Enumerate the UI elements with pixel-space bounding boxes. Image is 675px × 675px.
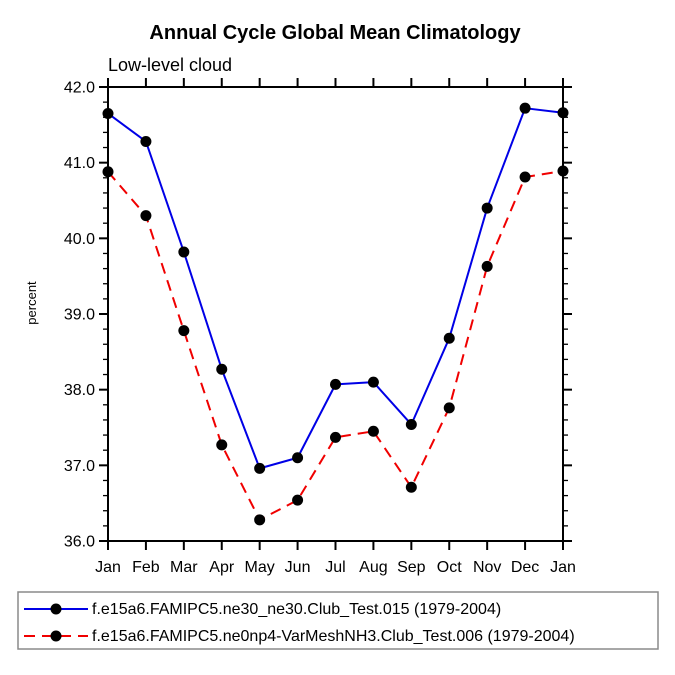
chart-subtitle: Low-level cloud bbox=[108, 55, 232, 75]
legend: f.e15a6.FAMIPC5.ne30_ne30.Club_Test.015 … bbox=[17, 591, 659, 650]
data-point-marker bbox=[557, 165, 569, 177]
x-tick-label: Aug bbox=[359, 559, 387, 576]
y-tick-label: 39.0 bbox=[64, 307, 95, 324]
data-point-marker bbox=[216, 363, 228, 375]
data-point-marker bbox=[102, 107, 114, 119]
data-point-marker bbox=[254, 514, 266, 526]
x-tick-label: Nov bbox=[473, 559, 501, 576]
y-tick-label: 36.0 bbox=[64, 534, 95, 551]
data-point-marker bbox=[405, 481, 417, 493]
chart-title: Annual Cycle Global Mean Climatology bbox=[149, 22, 521, 44]
data-point-marker bbox=[443, 402, 455, 414]
data-point-marker bbox=[292, 452, 304, 464]
data-point-marker bbox=[519, 102, 531, 114]
axis-ticks bbox=[99, 78, 572, 550]
data-point-marker bbox=[443, 332, 455, 344]
x-tick-label: May bbox=[245, 559, 275, 576]
x-tick-label: Jun bbox=[285, 559, 311, 576]
data-point-marker bbox=[405, 418, 417, 430]
data-point-marker bbox=[254, 462, 266, 474]
x-tick-label: Oct bbox=[437, 559, 462, 576]
series-line-1 bbox=[107, 107, 564, 470]
y-tick-label: 40.0 bbox=[64, 231, 95, 248]
x-tick-label: Dec bbox=[511, 559, 539, 576]
data-point-marker bbox=[216, 439, 228, 451]
data-point-marker bbox=[481, 202, 493, 214]
x-tick-label: Apr bbox=[209, 559, 235, 576]
x-tick-label: Sep bbox=[397, 559, 426, 576]
x-tick-label: Jan bbox=[95, 559, 121, 576]
data-series bbox=[102, 102, 569, 526]
x-tick-label: Jan bbox=[550, 559, 576, 576]
data-point-marker bbox=[557, 107, 569, 119]
data-point-marker bbox=[330, 431, 341, 443]
data-point-marker bbox=[330, 378, 341, 390]
data-point-marker bbox=[292, 494, 304, 506]
y-axis-label: percent bbox=[24, 281, 39, 325]
x-tick-label: Feb bbox=[132, 559, 160, 576]
x-tick-label: Mar bbox=[170, 559, 198, 576]
data-point-marker bbox=[519, 171, 531, 183]
plot-frame bbox=[107, 86, 564, 542]
y-tick-label: 38.0 bbox=[64, 382, 95, 399]
x-tick-label: Jul bbox=[325, 559, 345, 576]
data-point-marker bbox=[178, 325, 190, 337]
legend-label-series1: f.e15a6.FAMIPC5.ne30_ne30.Club_Test.015 … bbox=[92, 601, 501, 618]
data-point-marker bbox=[140, 135, 152, 147]
axis-tick-labels: Jan Feb Mar Apr May Jun Jul Aug Sep Oct Nov Dec Jan3… bbox=[64, 80, 576, 577]
legend-box bbox=[17, 591, 659, 650]
data-point-marker bbox=[481, 260, 493, 272]
data-point-marker bbox=[367, 425, 379, 437]
data-point-marker bbox=[367, 376, 379, 388]
y-tick-label: 37.0 bbox=[64, 458, 95, 475]
legend-marker-series1 bbox=[50, 603, 62, 615]
legend-marker-series2 bbox=[50, 630, 62, 642]
data-point-marker bbox=[140, 210, 152, 222]
y-tick-label: 41.0 bbox=[64, 155, 95, 172]
series-line-2 bbox=[107, 170, 564, 521]
data-point-marker bbox=[102, 166, 114, 178]
legend-label-series2: f.e15a6.FAMIPC5.ne0np4-VarMeshNH3.Club_T… bbox=[92, 628, 575, 645]
data-point-marker bbox=[178, 246, 190, 258]
y-tick-label: 42.0 bbox=[64, 80, 95, 97]
